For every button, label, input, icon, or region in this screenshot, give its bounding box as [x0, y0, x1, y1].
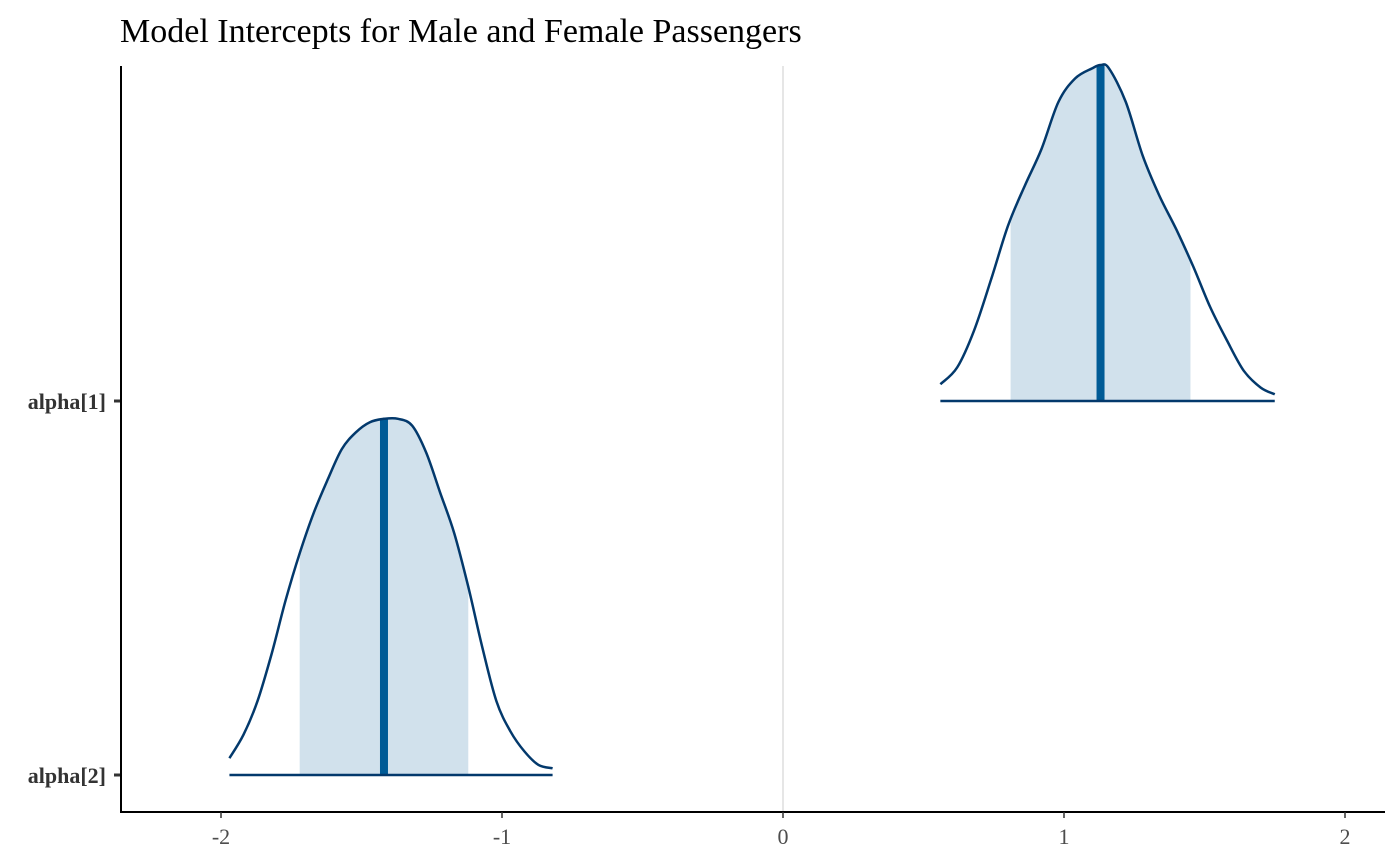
x-tick-label: 2	[1340, 824, 1351, 849]
density-curve	[228, 416, 553, 770]
plot-area: alpha[1] alpha[2] -2 -1 0 1 2	[28, 63, 1385, 849]
density-curve	[939, 63, 1276, 396]
x-tick-label: -2	[212, 824, 230, 849]
y-tick-label: alpha[2]	[28, 763, 106, 788]
x-tick-label: 0	[778, 824, 789, 849]
x-tick-label: 1	[1059, 824, 1070, 849]
chart-title: Model Intercepts for Male and Female Pas…	[120, 13, 802, 50]
y-tick-label: alpha[1]	[28, 389, 106, 414]
x-tick-label: -1	[493, 824, 511, 849]
